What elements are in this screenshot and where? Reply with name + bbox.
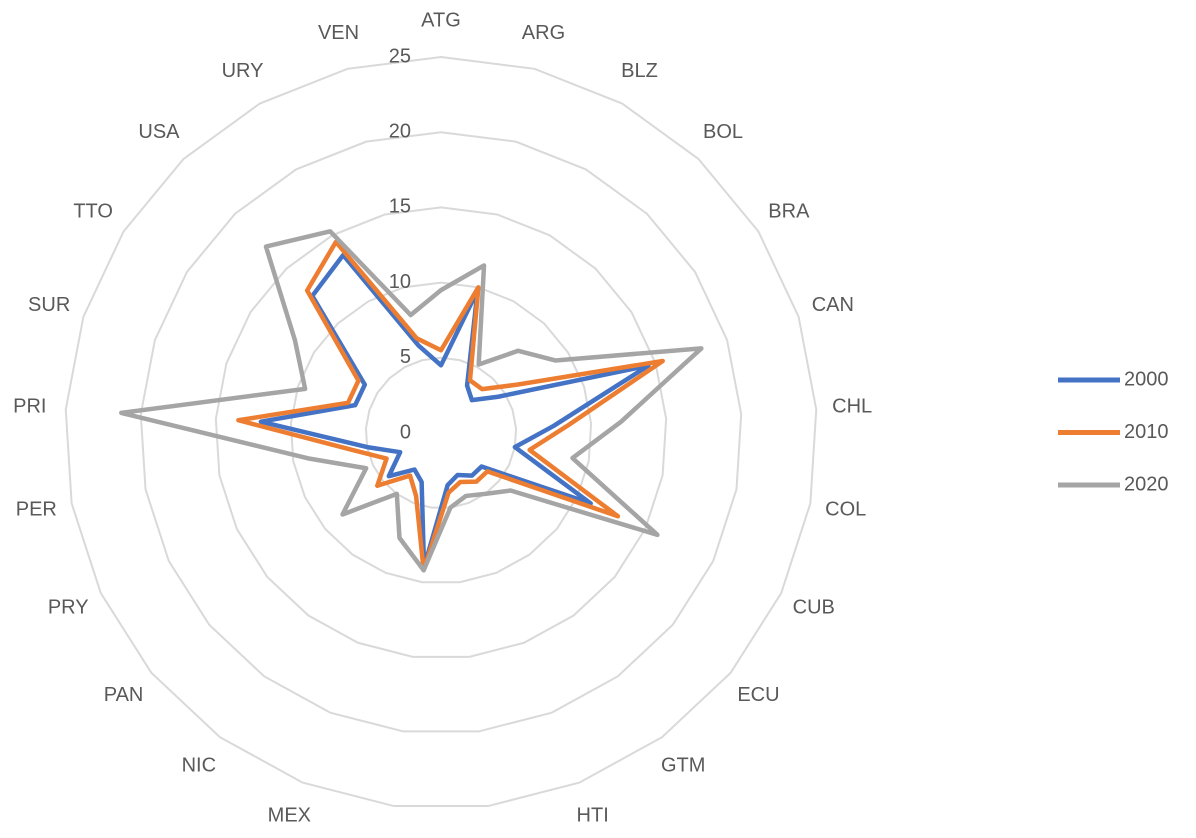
category-label: USA bbox=[138, 121, 180, 143]
category-label: COL bbox=[825, 498, 866, 520]
category-label: ATG bbox=[421, 9, 461, 31]
category-label: URY bbox=[222, 60, 264, 82]
category-label: ECU bbox=[737, 684, 779, 706]
series-line bbox=[119, 229, 704, 573]
grid-ring bbox=[139, 131, 743, 733]
category-label: PAN bbox=[104, 684, 144, 706]
category-label: BRA bbox=[768, 201, 810, 223]
category-label: TTO bbox=[73, 201, 113, 223]
category-label: PRI bbox=[13, 395, 46, 417]
grid-ring bbox=[214, 206, 668, 658]
y-tick-label: 20 bbox=[389, 120, 411, 142]
category-label: VEN bbox=[318, 22, 359, 44]
legend-label: 2020 bbox=[1124, 473, 1169, 495]
y-tick-label: 5 bbox=[400, 346, 411, 368]
y-tick-label: 25 bbox=[389, 45, 411, 67]
category-label: PRY bbox=[48, 597, 89, 619]
y-tick-label: 0 bbox=[400, 421, 411, 443]
grid-ring bbox=[64, 55, 818, 808]
category-label: PER bbox=[16, 498, 57, 520]
grid-ring bbox=[364, 356, 518, 509]
legend-label: 2000 bbox=[1124, 368, 1169, 390]
category-label: NIC bbox=[182, 755, 216, 777]
y-tick-label: 10 bbox=[389, 271, 411, 293]
category-label: CAN bbox=[812, 294, 854, 316]
category-label: CHL bbox=[832, 395, 872, 417]
category-label: GTM bbox=[661, 755, 705, 777]
y-tick-label: 15 bbox=[389, 196, 411, 218]
category-label: CUB bbox=[793, 597, 835, 619]
legend-label: 2010 bbox=[1124, 421, 1169, 443]
category-label: SUR bbox=[28, 294, 70, 316]
category-label: BOL bbox=[703, 121, 743, 143]
series-line bbox=[236, 239, 665, 573]
category-label: ARG bbox=[522, 22, 565, 44]
category-label: HTI bbox=[577, 804, 609, 826]
category-label: MEX bbox=[268, 804, 311, 826]
category-label: BLZ bbox=[621, 60, 658, 82]
